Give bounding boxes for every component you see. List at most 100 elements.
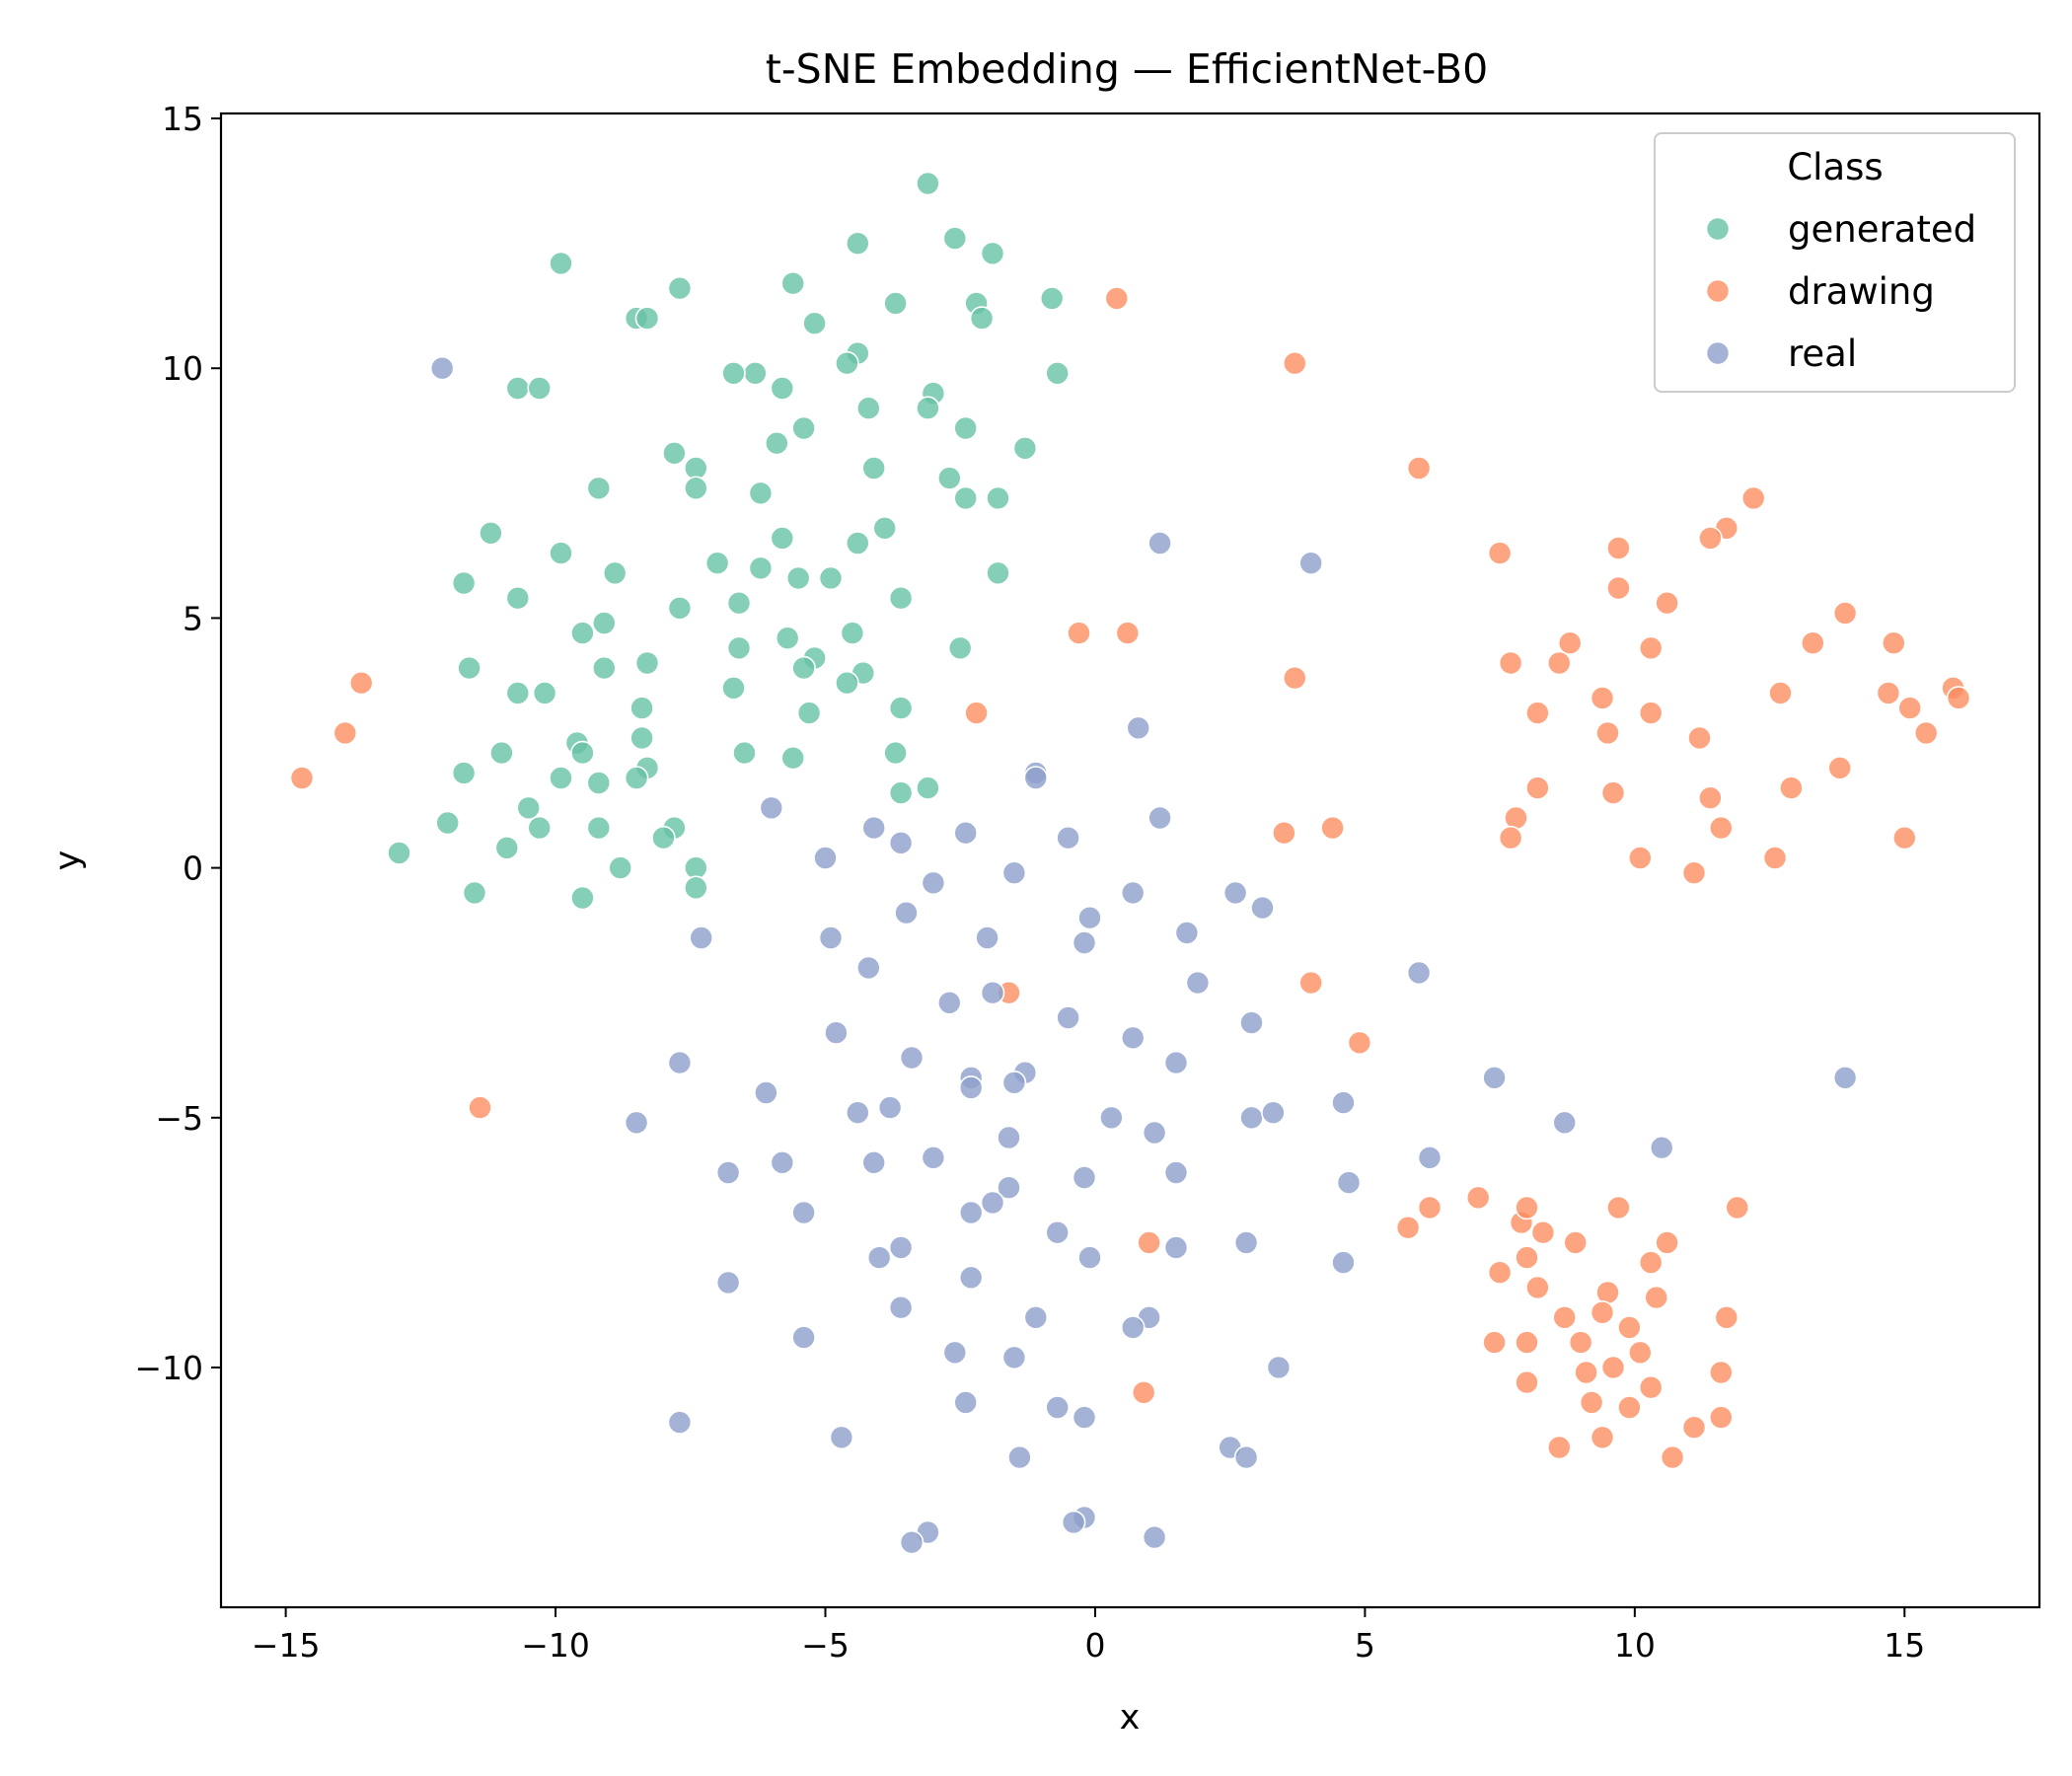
- point-generated: [662, 440, 687, 466]
- point-real: [899, 1045, 925, 1071]
- x-tick-label: 5: [1355, 1626, 1375, 1665]
- x-axis: −15 −10 −5 0 5 10 15: [252, 1607, 1925, 1665]
- point-drawing: [1283, 350, 1307, 376]
- point-drawing: [1628, 1340, 1653, 1366]
- point-drawing: [1897, 696, 1922, 720]
- point-generated: [586, 476, 612, 501]
- x-tick-label: −5: [801, 1626, 850, 1665]
- point-generated: [462, 880, 487, 906]
- point-drawing: [1827, 755, 1852, 780]
- point-generated: [861, 456, 887, 481]
- point-generated: [451, 761, 477, 785]
- point-real: [1126, 715, 1150, 741]
- point-generated: [532, 681, 557, 705]
- point-drawing: [1590, 686, 1615, 710]
- point-real: [829, 1425, 854, 1450]
- point-drawing: [1913, 720, 1939, 746]
- point-generated: [796, 701, 822, 725]
- point-real: [1007, 1444, 1032, 1470]
- legend-box: [1654, 132, 2016, 393]
- point-real: [1331, 1250, 1356, 1275]
- point-drawing: [1557, 630, 1583, 656]
- point-real: [1072, 930, 1097, 955]
- point-drawing: [1617, 1315, 1642, 1340]
- point-drawing: [1515, 1369, 1539, 1395]
- point-drawing: [1498, 650, 1523, 676]
- point-real: [1072, 1405, 1097, 1430]
- point-real: [888, 1295, 914, 1320]
- point-real: [1001, 1345, 1027, 1370]
- point-real: [1077, 905, 1102, 930]
- point-generated: [743, 360, 768, 386]
- point-generated: [1039, 286, 1065, 311]
- point-real: [921, 1146, 946, 1170]
- point-drawing: [1590, 1300, 1615, 1325]
- point-generated: [840, 621, 865, 645]
- legend-title: Class: [1787, 146, 1883, 188]
- point-generated: [516, 795, 542, 821]
- point-generated: [549, 541, 573, 565]
- point-real: [813, 846, 838, 870]
- point-drawing: [1283, 665, 1307, 691]
- point-drawing: [1946, 686, 1971, 710]
- point-generated: [883, 740, 908, 766]
- point-generated: [1012, 435, 1038, 461]
- point-real: [667, 1050, 693, 1075]
- point-real: [1056, 825, 1080, 851]
- point-drawing: [1660, 1444, 1685, 1470]
- point-real: [1417, 1146, 1443, 1170]
- point-generated: [726, 635, 752, 661]
- point-real: [1001, 1071, 1027, 1095]
- point-real: [1222, 880, 1248, 906]
- point-real: [894, 900, 919, 925]
- point-real: [1099, 1105, 1124, 1131]
- point-real: [1072, 1165, 1097, 1190]
- point-drawing: [1892, 825, 1917, 851]
- point-drawing: [1574, 1360, 1598, 1385]
- point-generated: [667, 595, 693, 621]
- point-real: [1056, 1005, 1080, 1030]
- point-real: [1174, 921, 1200, 945]
- point-generated: [980, 241, 1005, 266]
- point-generated: [505, 681, 531, 705]
- point-drawing: [1606, 1195, 1631, 1221]
- point-real: [936, 990, 962, 1015]
- point-drawing: [1638, 701, 1664, 725]
- point-drawing: [1579, 1390, 1604, 1415]
- point-generated: [953, 415, 979, 441]
- point-generated: [883, 291, 908, 316]
- point-generated: [457, 655, 481, 681]
- point-generated: [624, 766, 649, 790]
- legend-label-drawing: drawing: [1788, 270, 1935, 313]
- y-tick-label: −10: [134, 1349, 203, 1387]
- y-axis-label: y: [48, 851, 88, 871]
- point-real: [759, 795, 784, 821]
- point-real: [1142, 1120, 1167, 1146]
- point-real: [921, 870, 946, 896]
- point-real: [1023, 1305, 1049, 1330]
- x-axis-label: x: [1120, 1698, 1141, 1738]
- point-real: [861, 1150, 887, 1175]
- point-generated: [986, 560, 1010, 586]
- point-drawing: [1347, 1030, 1372, 1056]
- point-generated: [818, 565, 844, 591]
- point-real: [1233, 1444, 1259, 1470]
- point-generated: [505, 376, 531, 401]
- point-drawing: [1272, 820, 1296, 846]
- chart-title: t-SNE Embedding — EfficientNet-B0: [766, 45, 1488, 93]
- point-drawing: [1515, 1330, 1539, 1355]
- point-real: [958, 1075, 984, 1100]
- point-generated: [872, 515, 898, 541]
- y-tick-label: −5: [155, 1099, 203, 1138]
- point-real: [1482, 1066, 1507, 1090]
- point-drawing: [1779, 776, 1804, 800]
- point-drawing: [1137, 1230, 1161, 1255]
- point-generated: [888, 585, 914, 611]
- point-real: [1045, 1220, 1070, 1245]
- point-real: [791, 1200, 816, 1225]
- point-drawing: [1568, 1330, 1593, 1355]
- point-real: [845, 1100, 870, 1125]
- y-tick-label: 10: [162, 349, 203, 388]
- point-generated: [387, 841, 411, 865]
- point-drawing: [1709, 1405, 1734, 1430]
